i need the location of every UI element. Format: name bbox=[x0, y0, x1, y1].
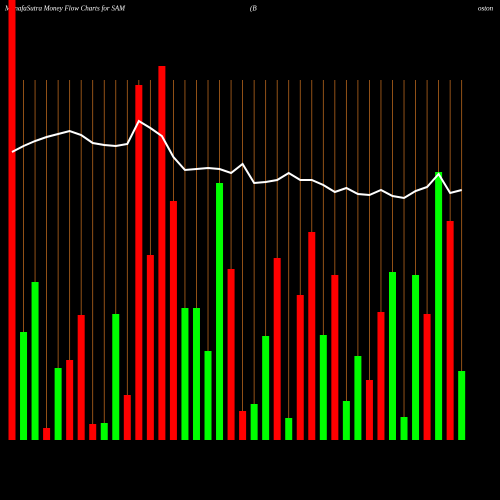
bar bbox=[158, 66, 166, 440]
chart-title: MunafaSutra Money Flow Charts for SAM bbox=[4, 5, 126, 13]
bar bbox=[54, 368, 62, 440]
bar bbox=[181, 308, 189, 440]
bar bbox=[262, 336, 270, 440]
bar bbox=[8, 0, 16, 440]
bar bbox=[308, 232, 316, 440]
bar bbox=[423, 314, 431, 440]
bar bbox=[135, 85, 143, 440]
bar bbox=[43, 428, 51, 440]
bar bbox=[285, 418, 293, 440]
chart-subtitle-end: oston bbox=[478, 5, 494, 13]
bar bbox=[77, 315, 85, 440]
bar bbox=[31, 282, 39, 440]
chart-subtitle: (B bbox=[250, 5, 257, 13]
bar bbox=[435, 172, 443, 440]
bar bbox=[354, 356, 362, 440]
bar bbox=[146, 255, 154, 440]
bar bbox=[446, 221, 454, 440]
bar bbox=[192, 308, 200, 440]
bar bbox=[273, 258, 281, 440]
bar bbox=[112, 314, 120, 440]
bar bbox=[250, 404, 258, 440]
bar bbox=[458, 371, 466, 440]
bar bbox=[20, 332, 28, 440]
bar bbox=[342, 401, 350, 440]
bar bbox=[319, 335, 327, 440]
flow-line bbox=[11, 119, 462, 200]
bar bbox=[296, 295, 304, 440]
bar bbox=[331, 275, 339, 440]
bar bbox=[227, 269, 235, 440]
bar bbox=[239, 411, 247, 440]
bar bbox=[400, 417, 408, 440]
bar bbox=[388, 272, 396, 440]
bar bbox=[412, 275, 420, 440]
bar bbox=[216, 183, 224, 440]
bar bbox=[66, 360, 74, 440]
bar bbox=[377, 312, 385, 440]
bar bbox=[204, 351, 212, 440]
bar bbox=[100, 423, 108, 440]
bar bbox=[123, 395, 131, 440]
bar bbox=[89, 424, 97, 440]
bar bbox=[365, 380, 373, 440]
bar bbox=[169, 201, 177, 440]
